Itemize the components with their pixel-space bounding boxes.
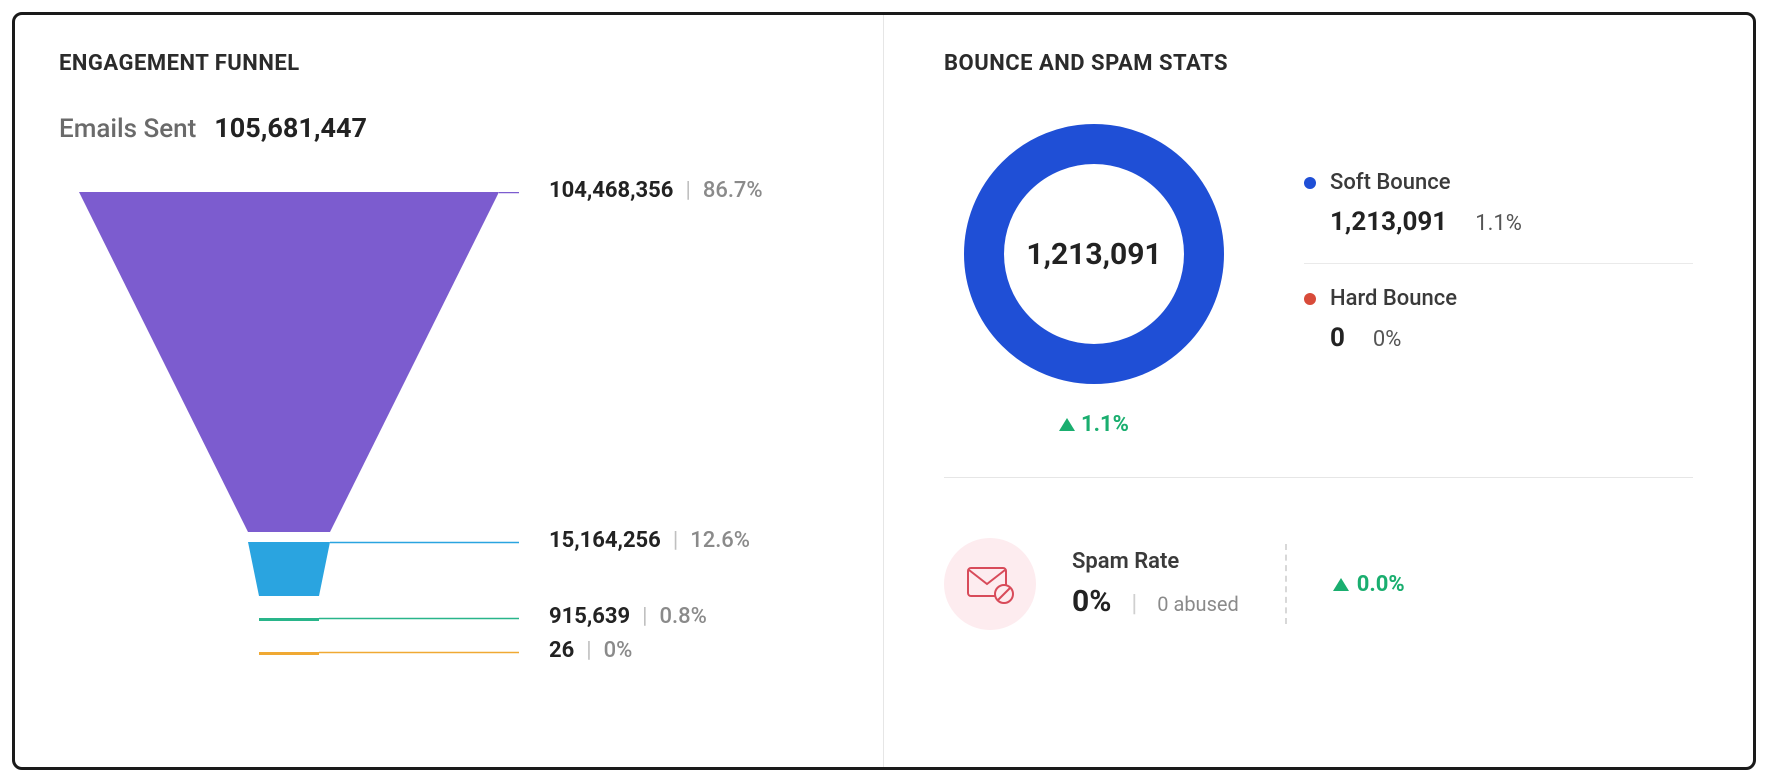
trend-up-icon (1059, 418, 1075, 431)
bounce-spam-panel: BOUNCE AND SPAM STATS 1,213,091 1.1% Sof… (884, 15, 1753, 767)
legend-value: 0 (1330, 323, 1345, 353)
funnel-stage-label: 915,639 | 0.8% (549, 604, 707, 629)
value-separator: | (1131, 589, 1137, 617)
legend-percent: 1.1% (1475, 211, 1522, 236)
funnel-stage-label: 26 | 0% (549, 638, 632, 663)
legend-item: Hard Bounce 0 0% (1304, 264, 1693, 379)
legend-item: Soft Bounce 1,213,091 1.1% (1304, 148, 1693, 264)
section-divider (944, 477, 1693, 478)
funnel-stage-value: 104,468,356 (549, 178, 673, 203)
funnel-stage-value: 915,639 (549, 604, 630, 629)
bounce-trend: 1.1% (1059, 412, 1129, 437)
funnel-chart: 104,468,356|86.7%15,164,256|12.6%915,639… (59, 192, 839, 672)
legend-dot-icon (1304, 293, 1316, 305)
funnel-stage (259, 618, 319, 621)
bounce-trend-value: 1.1% (1081, 412, 1129, 437)
engagement-funnel-panel: ENGAGEMENT FUNNEL Emails Sent 105,681,44… (15, 15, 884, 767)
bounce-legend: Soft Bounce 1,213,091 1.1% Hard Bounce 0 0% (1304, 124, 1693, 379)
emails-sent-summary: Emails Sent 105,681,447 (59, 112, 839, 144)
funnel-stage (79, 192, 499, 532)
emails-sent-label: Emails Sent (59, 114, 196, 144)
legend-dot-icon (1304, 177, 1316, 189)
donut-total: 1,213,091 (964, 124, 1224, 384)
legend-name: Hard Bounce (1330, 286, 1457, 311)
legend-name: Soft Bounce (1330, 170, 1450, 195)
funnel-stage-percent: 0% (604, 638, 633, 663)
funnel-stage (259, 652, 319, 655)
panel-title: BOUNCE AND SPAM STATS (944, 51, 1693, 76)
value-separator: | (642, 604, 647, 629)
dashboard-frame: ENGAGEMENT FUNNEL Emails Sent 105,681,44… (12, 12, 1756, 770)
funnel-stage-percent: 0.8% (660, 604, 707, 629)
dashed-separator (1285, 544, 1287, 624)
trend-up-icon (1333, 578, 1349, 591)
panel-title: ENGAGEMENT FUNNEL (59, 51, 839, 76)
funnel-stage (248, 542, 330, 596)
spam-rate-value: 0% (1072, 584, 1111, 619)
bounce-donut-chart: 1,213,091 (964, 124, 1224, 384)
spam-icon-wrap (944, 538, 1036, 630)
spam-trend-value: 0.0% (1357, 572, 1405, 597)
funnel-stage-percent: 12.6% (690, 528, 750, 553)
funnel-stage-label: 15,164,256 | 12.6% (549, 528, 750, 553)
value-separator: | (586, 638, 591, 663)
spam-rate-row: Spam Rate 0% | 0 abused 0.0% (944, 538, 1693, 630)
spam-abused-count: 0 abused (1157, 592, 1239, 616)
funnel-stage-value: 15,164,256 (549, 528, 661, 553)
legend-percent: 0% (1373, 327, 1401, 352)
funnel-stage-label: 104,468,356 | 86.7% (549, 178, 763, 203)
spam-trend: 0.0% (1333, 572, 1405, 597)
value-separator: | (685, 178, 690, 203)
emails-sent-value: 105,681,447 (214, 112, 367, 144)
funnel-stage-percent: 86.7% (703, 178, 763, 203)
legend-value: 1,213,091 (1330, 207, 1447, 237)
spam-mail-icon (966, 564, 1014, 604)
value-separator: | (673, 528, 678, 553)
spam-rate-label: Spam Rate (1072, 549, 1239, 574)
funnel-stage-value: 26 (549, 638, 574, 663)
